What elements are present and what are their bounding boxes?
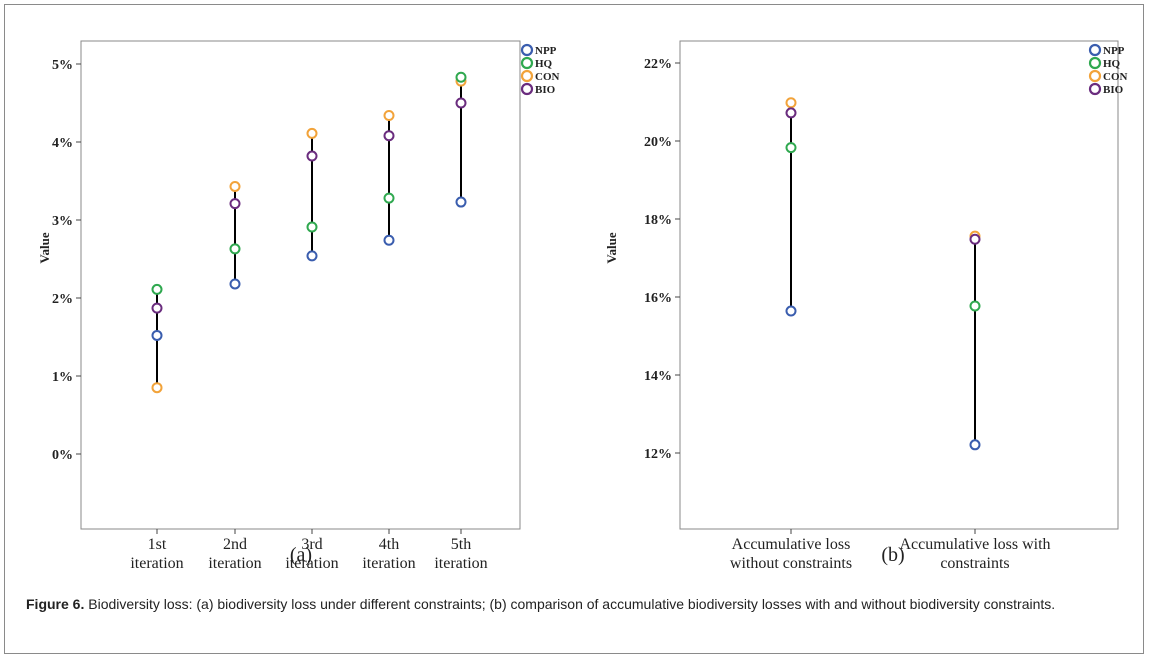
point-bio — [455, 97, 467, 109]
y-axis-title: Value — [604, 232, 619, 264]
panel-label: (b) — [881, 544, 904, 566]
legend-marker-npp — [1088, 43, 1102, 57]
y-tick-label: 12% — [644, 447, 672, 462]
point-bio — [969, 233, 981, 245]
legend-label-con: CON — [535, 71, 560, 83]
point-con — [383, 109, 395, 121]
figure-frame: 0% 1% 2% 3% 4% 5% Value 1st iteration 2nd iteratio… — [4, 4, 1144, 654]
point-bio — [151, 302, 163, 314]
x-tick-label: 1st — [148, 536, 167, 553]
point-npp — [785, 305, 797, 317]
caption-label: Figure 6. — [26, 596, 85, 612]
legend-label-bio: BIO — [1103, 84, 1124, 96]
panel-label: (a) — [290, 544, 312, 566]
point-hq — [455, 71, 467, 83]
y-tick-label: 22% — [644, 57, 672, 72]
point-hq — [785, 142, 797, 154]
x-tick-label: 3rd — [301, 536, 322, 553]
point-hq — [969, 300, 981, 312]
legend-label-con: CON — [1103, 71, 1128, 83]
caption-text: Biodiversity loss: (a) biodiversity loss… — [84, 596, 1056, 612]
y-tick-label: 18% — [644, 213, 672, 228]
y-tick-label: 2% — [52, 292, 73, 307]
legend-marker-npp — [520, 43, 534, 57]
point-bio — [383, 130, 395, 142]
point-npp — [306, 250, 318, 262]
x-tick-label: constraints — [940, 555, 1009, 572]
legend-label-bio: BIO — [535, 84, 556, 96]
legend-label-hq: HQ — [1103, 58, 1121, 70]
figure-caption: Figure 6. Biodiversity loss: (a) biodive… — [26, 594, 1136, 615]
x-tick-label: iteration — [362, 555, 415, 572]
y-tick-label: 5% — [52, 58, 73, 73]
y-axis-title: Value — [37, 232, 52, 264]
point-bio — [229, 198, 241, 210]
figure-charts: 0% 1% 2% 3% 4% 5% Value 1st iteration 2nd iteratio… — [37, 40, 1128, 572]
y-tick-label: 16% — [644, 291, 672, 306]
legend-marker-con — [1088, 69, 1102, 83]
y-tick-label: 20% — [644, 135, 672, 150]
x-tick-label: without constraints — [730, 555, 852, 572]
point-npp — [229, 278, 241, 290]
x-tick-label: 4th — [379, 536, 399, 553]
chart-panel-b: 12% 14% 16% 18% 20% 22% Value Accumulative loss… — [604, 40, 1128, 572]
x-tick-label: iteration — [434, 555, 487, 572]
y-tick-label: 3% — [52, 214, 73, 229]
legend-marker-bio — [1088, 82, 1102, 96]
point-con — [785, 97, 797, 109]
x-tick-label: iteration — [130, 555, 183, 572]
x-tick-label: 2nd — [223, 536, 247, 553]
legend-label-npp: NPP — [1103, 45, 1125, 57]
y-tick-label: 14% — [644, 369, 672, 384]
x-tick-label: Accumulative loss with — [899, 536, 1050, 553]
point-npp — [151, 329, 163, 341]
point-bio — [306, 150, 318, 162]
x-tick-label: 5th — [451, 536, 471, 553]
x-tick-label: Accumulative loss — [732, 536, 851, 553]
legend-label-npp: NPP — [535, 45, 557, 57]
point-bio — [785, 107, 797, 119]
point-con — [229, 180, 241, 192]
point-npp — [455, 196, 467, 208]
point-hq — [383, 192, 395, 204]
y-tick-label: 4% — [52, 136, 73, 151]
legend-marker-con — [520, 69, 534, 83]
legend-label-hq: HQ — [535, 58, 553, 70]
point-hq — [151, 283, 163, 295]
plot-frame — [80, 40, 521, 530]
y-tick-label: 1% — [52, 370, 73, 385]
chart-panel-a: 0% 1% 2% 3% 4% 5% Value 1st iteration 2nd iteratio… — [37, 40, 560, 572]
point-con — [306, 127, 318, 139]
point-hq — [306, 221, 318, 233]
legend-marker-hq — [520, 56, 534, 70]
point-npp — [969, 439, 981, 451]
legend-marker-bio — [520, 82, 534, 96]
y-tick-label: 0% — [52, 448, 73, 463]
legend-marker-hq — [1088, 56, 1102, 70]
point-npp — [383, 234, 395, 246]
x-tick-label: iteration — [208, 555, 261, 572]
x-tick-label: iteration — [285, 555, 338, 572]
plot-frame — [679, 40, 1119, 530]
point-con — [151, 382, 163, 394]
point-hq — [229, 243, 241, 255]
